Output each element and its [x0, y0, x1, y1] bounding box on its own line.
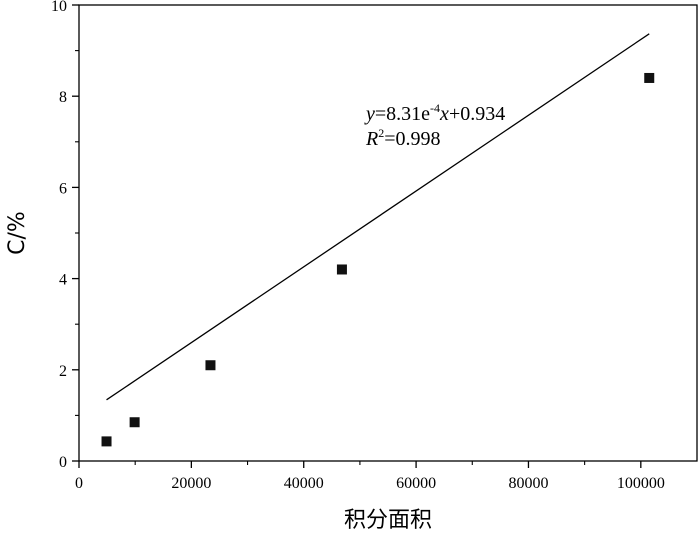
y-axis-title: C/%: [5, 211, 30, 255]
eq-intercept: +0.934: [449, 103, 505, 125]
x-tick-label: 60000: [396, 475, 436, 492]
x-tick-label: 20000: [171, 475, 211, 492]
r-value: =0.998: [384, 128, 440, 150]
r-exponent: 2: [378, 126, 384, 140]
x-axis-title: 积分面积: [344, 508, 432, 533]
plot-frame: [78, 4, 698, 462]
x-tick-label: 0: [75, 475, 83, 492]
y-tick-label: 0: [59, 454, 67, 471]
r-symbol: R: [365, 128, 378, 150]
data-point: [336, 264, 347, 275]
y-tick-label: 6: [59, 180, 67, 197]
y-axis-ticks: 0 2 4 6 8 10: [51, 0, 79, 471]
eq-exponent: -4: [430, 101, 440, 115]
r-squared: R2=0.998: [365, 126, 441, 150]
eq-coef: =8.31e: [375, 103, 430, 125]
x-tick-label: 100000: [617, 475, 665, 492]
fit-line: [106, 33, 650, 401]
y-tick-label: 10: [51, 0, 67, 15]
data-points: [101, 72, 655, 447]
y-tick-label: 4: [59, 272, 67, 289]
eq-y: y: [364, 103, 375, 125]
y-tick-label: 2: [59, 363, 67, 380]
y-tick-label: 8: [59, 89, 67, 106]
fit-equation: y=8.31e-4x+0.934: [364, 101, 505, 125]
data-point: [205, 360, 216, 371]
x-axis-ticks: 0 20000 40000 60000 80000 100000: [75, 461, 665, 492]
data-point: [101, 436, 112, 447]
data-point: [129, 417, 140, 428]
x-tick-label: 40000: [284, 475, 324, 492]
eq-x: x: [439, 103, 449, 125]
data-point: [644, 72, 655, 83]
x-tick-label: 80000: [508, 475, 548, 492]
